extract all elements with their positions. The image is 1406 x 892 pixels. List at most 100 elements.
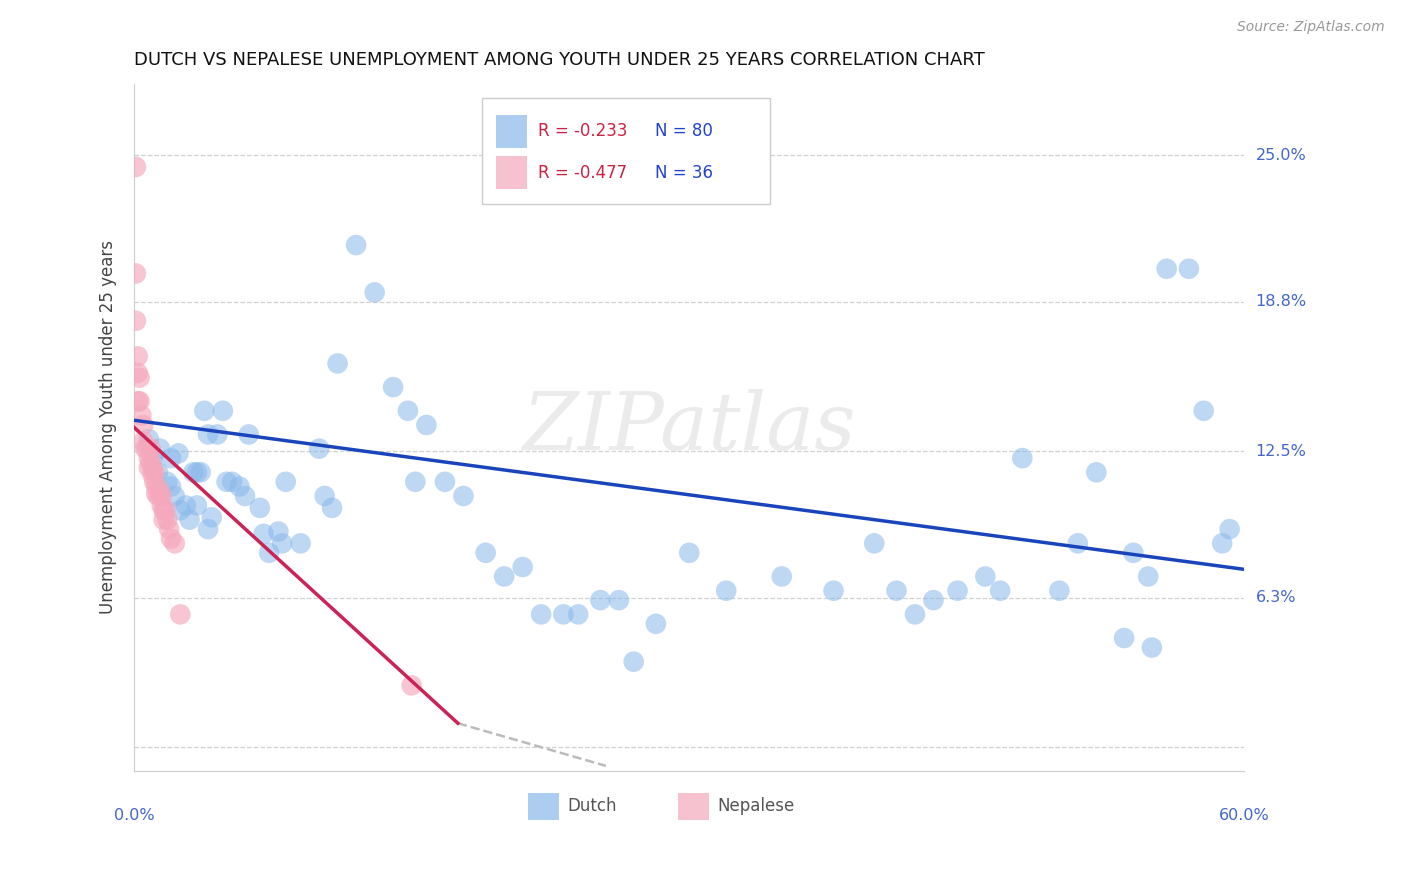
Text: 12.5%: 12.5% xyxy=(1256,443,1306,458)
Text: Dutch: Dutch xyxy=(567,797,617,815)
Point xyxy=(974,569,997,583)
Point xyxy=(156,475,179,489)
Point xyxy=(138,460,160,475)
Point xyxy=(193,404,215,418)
Point xyxy=(169,503,191,517)
Point xyxy=(152,513,174,527)
Point xyxy=(553,607,575,622)
Point xyxy=(1067,536,1090,550)
Point xyxy=(238,427,260,442)
Point xyxy=(167,446,190,460)
Point xyxy=(823,583,845,598)
Point xyxy=(922,593,945,607)
Point xyxy=(128,370,150,384)
Point xyxy=(160,451,183,466)
Point xyxy=(155,503,177,517)
Point xyxy=(567,607,589,622)
Point xyxy=(149,442,172,456)
Text: 6.3%: 6.3% xyxy=(1256,591,1296,606)
Point xyxy=(1085,466,1108,480)
Point xyxy=(157,522,180,536)
FancyBboxPatch shape xyxy=(678,793,709,820)
Text: 0.0%: 0.0% xyxy=(114,808,155,823)
FancyBboxPatch shape xyxy=(496,156,527,189)
Point xyxy=(163,536,186,550)
Point xyxy=(1192,404,1215,418)
Point xyxy=(160,479,183,493)
Point xyxy=(197,427,219,442)
Point xyxy=(396,404,419,418)
Point xyxy=(1219,522,1241,536)
Point xyxy=(433,475,456,489)
Point xyxy=(143,475,166,489)
Point xyxy=(127,394,149,409)
Point xyxy=(252,527,274,541)
Point xyxy=(1211,536,1233,550)
Point xyxy=(212,404,235,418)
FancyBboxPatch shape xyxy=(529,793,560,820)
Point xyxy=(207,427,229,442)
Point xyxy=(988,583,1011,598)
Point xyxy=(415,417,437,432)
Point xyxy=(494,569,516,583)
Point xyxy=(132,417,155,432)
Text: ZIPatlas: ZIPatlas xyxy=(523,389,856,467)
Point xyxy=(404,475,426,489)
Point xyxy=(145,479,167,493)
Point xyxy=(326,356,349,370)
Point xyxy=(716,583,738,598)
Point xyxy=(201,510,224,524)
Point xyxy=(128,394,150,409)
Point xyxy=(131,409,153,423)
Point xyxy=(1140,640,1163,655)
Point xyxy=(1114,631,1136,645)
Text: Nepalese: Nepalese xyxy=(717,797,794,815)
Point xyxy=(179,513,201,527)
Point xyxy=(127,366,149,380)
Point xyxy=(141,451,163,466)
Point xyxy=(382,380,405,394)
Point xyxy=(138,432,160,446)
Point xyxy=(134,442,156,456)
Point xyxy=(156,513,179,527)
Point xyxy=(221,475,243,489)
Point xyxy=(160,532,183,546)
Point xyxy=(1137,569,1160,583)
Point xyxy=(228,479,250,493)
Point xyxy=(197,522,219,536)
Point xyxy=(149,484,172,499)
Point xyxy=(645,616,668,631)
Point xyxy=(150,489,173,503)
Point xyxy=(125,267,148,281)
Point xyxy=(321,500,343,515)
Point xyxy=(257,546,280,560)
Point xyxy=(143,466,166,480)
Point xyxy=(904,607,927,622)
Point xyxy=(1122,546,1144,560)
Point xyxy=(623,655,645,669)
Point xyxy=(141,460,163,475)
Text: 60.0%: 60.0% xyxy=(1219,808,1270,823)
Point xyxy=(169,607,191,622)
Point xyxy=(186,499,208,513)
Point xyxy=(138,451,160,466)
Point xyxy=(290,536,312,550)
Point xyxy=(589,593,612,607)
Text: Source: ZipAtlas.com: Source: ZipAtlas.com xyxy=(1237,20,1385,34)
Point xyxy=(233,489,256,503)
Point xyxy=(1178,261,1201,276)
Point xyxy=(215,475,238,489)
FancyBboxPatch shape xyxy=(482,98,770,204)
Point xyxy=(271,536,294,550)
Point xyxy=(308,442,330,456)
Point xyxy=(146,489,169,503)
Point xyxy=(274,475,297,489)
Point xyxy=(163,489,186,503)
Text: N = 36: N = 36 xyxy=(655,163,713,182)
Point xyxy=(181,466,204,480)
Text: R = -0.233: R = -0.233 xyxy=(538,122,627,141)
Point xyxy=(946,583,969,598)
Point xyxy=(1047,583,1070,598)
Point xyxy=(141,467,163,482)
Point xyxy=(863,536,886,550)
